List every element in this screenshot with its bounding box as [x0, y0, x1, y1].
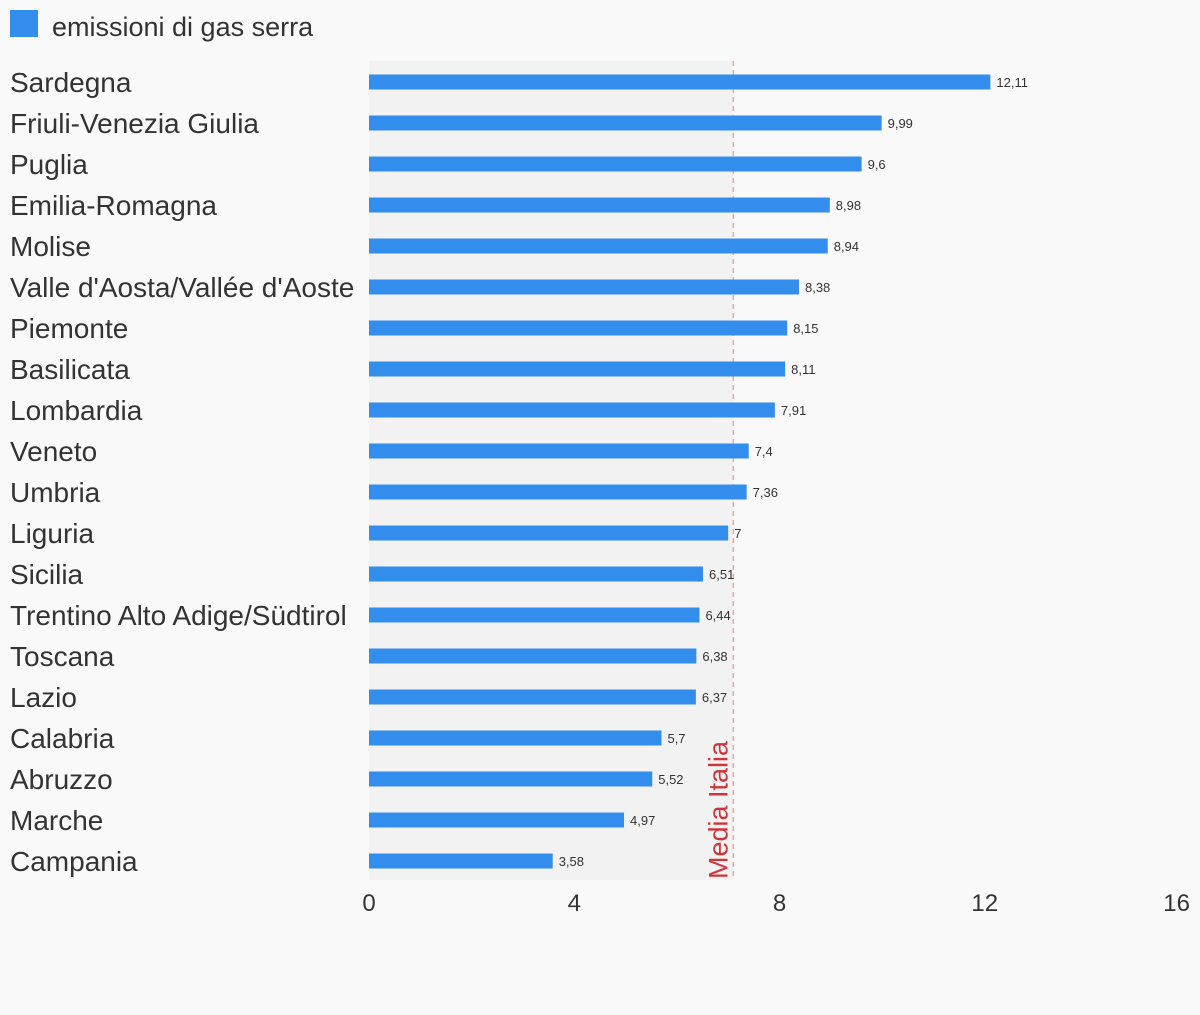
value-labels: 12,11 9,99 9,6 8,98 8,94 8,38 8,15 8,11 7,91 7,4 7…	[559, 75, 1028, 869]
value-label: 6,51	[709, 567, 734, 582]
average-band	[369, 61, 734, 880]
bar-0	[369, 74, 991, 90]
value-label: 6,37	[702, 690, 727, 705]
category-label: Trentino Alto Adige/Südtirol	[10, 600, 347, 631]
category-label: Valle d'Aosta/Vallée d'Aoste	[10, 272, 354, 303]
value-label: 8,11	[791, 362, 815, 377]
x-tick-label: 4	[568, 890, 581, 917]
value-label: 4,97	[630, 813, 655, 828]
bar-5	[369, 279, 799, 295]
category-label: Abruzzo	[10, 764, 113, 795]
legend-swatch	[10, 10, 38, 37]
bar-3	[369, 197, 830, 213]
value-label: 12,11	[996, 75, 1028, 90]
category-label: Sardegna	[10, 67, 132, 98]
value-label: 3,58	[559, 854, 584, 869]
bar-13	[369, 607, 700, 623]
bar-18	[369, 812, 625, 828]
value-label: 9,6	[868, 157, 886, 172]
bar-2	[369, 156, 862, 172]
bar-15	[369, 689, 696, 705]
value-label: 6,44	[705, 608, 730, 623]
x-tick-label: 12	[971, 890, 998, 917]
x-axis-ticks: 0 4 8 12 16	[362, 890, 1190, 917]
bar-16	[369, 730, 662, 746]
x-tick-label: 0	[362, 890, 375, 917]
category-label: Puglia	[10, 149, 88, 180]
value-label: 8,98	[836, 198, 861, 213]
bar-11	[369, 525, 729, 541]
bar-4	[369, 238, 828, 254]
legend-label: emissioni di gas serra	[52, 12, 314, 42]
value-label: 7,91	[781, 403, 806, 418]
category-label: Campania	[10, 846, 138, 877]
bars-layer	[369, 74, 991, 869]
category-label: Lazio	[10, 682, 77, 713]
bar-8	[369, 402, 775, 418]
value-label: 7,36	[753, 485, 778, 500]
bar-19	[369, 853, 553, 869]
bar-17	[369, 771, 653, 787]
bar-6	[369, 320, 788, 336]
bar-9	[369, 443, 749, 459]
value-label: 5,7	[667, 731, 685, 746]
value-label: 8,38	[805, 280, 830, 295]
category-label: Friuli-Venezia Giulia	[10, 108, 259, 139]
value-label: 8,15	[793, 321, 818, 336]
category-label: Molise	[10, 231, 91, 262]
bar-10	[369, 484, 747, 500]
category-label: Lombardia	[10, 395, 143, 426]
x-tick-label: 16	[1163, 890, 1190, 917]
bar-14	[369, 648, 697, 664]
bar-1	[369, 115, 882, 131]
value-label: 7,4	[755, 444, 773, 459]
bar-12	[369, 566, 704, 582]
category-labels: Sardegna Friuli-Venezia Giulia Puglia Emili…	[10, 67, 354, 877]
category-label: Basilicata	[10, 354, 130, 385]
category-label: Sicilia	[10, 559, 84, 590]
category-label: Liguria	[10, 518, 94, 549]
value-label: 9,99	[888, 116, 913, 131]
category-label: Umbria	[10, 477, 101, 508]
category-label: Veneto	[10, 436, 97, 467]
value-label: 7	[734, 526, 741, 541]
category-label: Piemonte	[10, 313, 128, 344]
value-label: 6,38	[702, 649, 727, 664]
bar-7	[369, 361, 786, 377]
value-label: 5,52	[658, 772, 683, 787]
category-label: Marche	[10, 805, 103, 836]
category-label: Emilia-Romagna	[10, 190, 217, 221]
category-label: Calabria	[10, 723, 115, 754]
category-label: Toscana	[10, 641, 115, 672]
x-tick-label: 8	[773, 890, 786, 917]
average-reference-label: Media Italia	[703, 740, 733, 879]
value-label: 8,94	[834, 239, 859, 254]
